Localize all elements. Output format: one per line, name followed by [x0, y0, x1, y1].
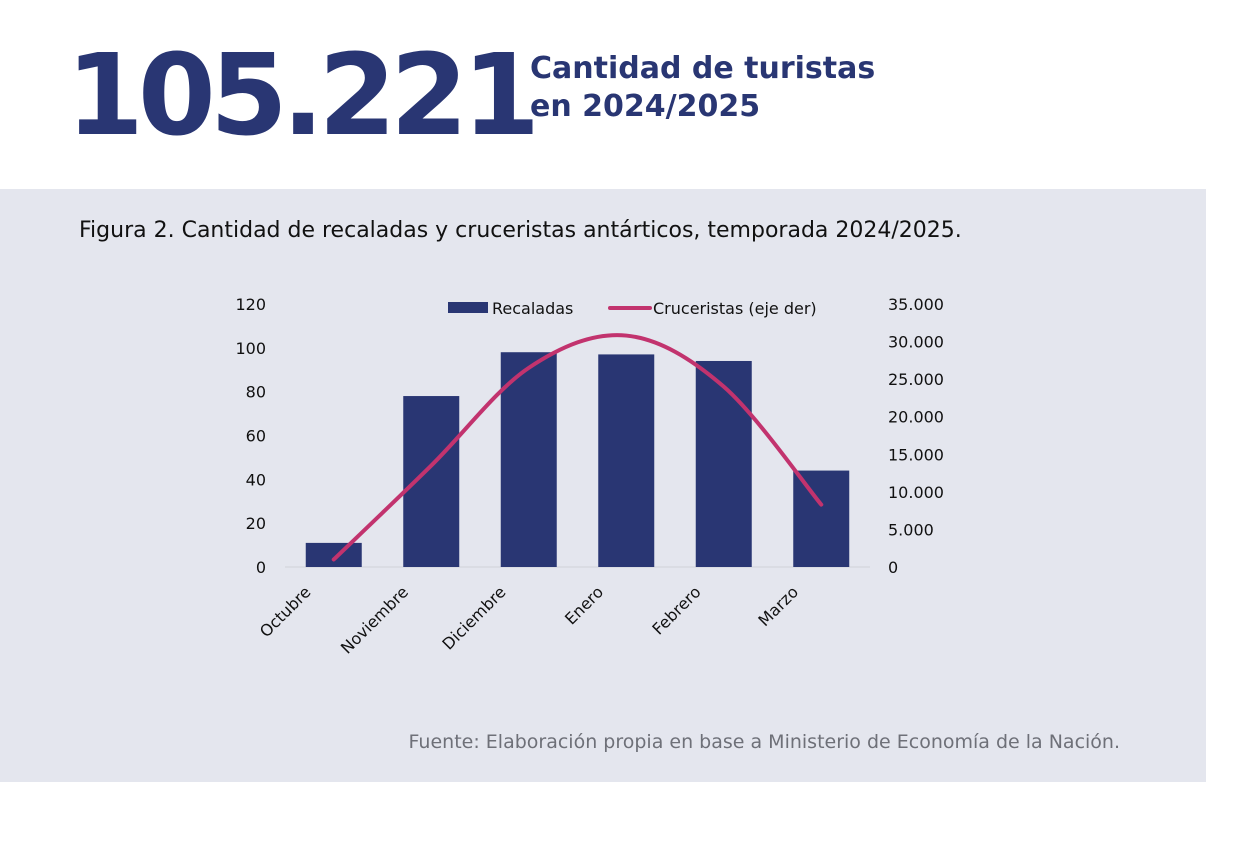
y-right-tick-label: 0 [888, 558, 898, 577]
y-left-tick-label: 80 [246, 383, 266, 402]
y-left-tick-label: 100 [235, 339, 266, 358]
line-cruceristas [331, 333, 824, 562]
total-tourists-caption: Cantidad de turistas en 2024/2025 [530, 50, 950, 126]
bar-recaladas [695, 360, 752, 567]
y-left-tick-label: 60 [246, 427, 266, 446]
headline: 105.221 Cantidad de turistas en 2024/202… [66, 30, 1166, 170]
y-left-tick-label: 0 [256, 558, 266, 577]
y-right-tick-label: 25.000 [888, 370, 944, 389]
x-category-label: Diciembre [438, 582, 509, 653]
figure-panel: Figura 2. Cantidad de recaladas y crucer… [0, 189, 1206, 782]
y-left-tick-label: 120 [235, 295, 266, 314]
caption-line-1: Cantidad de turistas [530, 51, 876, 86]
bar-recaladas [500, 352, 557, 567]
x-category-label: Octubre [256, 582, 315, 641]
figure-title: Figura 2. Cantidad de recaladas y crucer… [79, 218, 962, 243]
legend-swatch-recaladas [448, 302, 488, 313]
caption-line-2: en 2024/2025 [530, 89, 761, 124]
bar-recaladas [305, 542, 362, 567]
y-right-tick-label: 5.000 [888, 520, 934, 539]
x-category-label: Marzo [754, 582, 802, 630]
y-right-tick-label: 20.000 [888, 408, 944, 427]
y-right-tick-label: 30.000 [888, 333, 944, 352]
y-left-tick-label: 20 [246, 514, 266, 533]
y-right-tick-label: 15.000 [888, 445, 944, 464]
bar-recaladas [793, 470, 850, 567]
x-category-label: Enero [561, 582, 607, 628]
legend-label-recaladas: Recaladas [492, 299, 573, 318]
bar-recaladas [598, 354, 655, 567]
total-tourists-number: 105.221 [66, 31, 540, 161]
combo-chart: 0 20 40 60 80 100 120 0 5.000 10.000 15.000 20.000 2… [235, 295, 944, 658]
y-left-tick-label: 40 [246, 470, 266, 489]
bar-recaladas [403, 396, 460, 567]
x-category-label: Noviembre [337, 582, 412, 657]
figure-source: Fuente: Elaboración propia en base a Min… [408, 731, 1120, 753]
y-right-tick-label: 35.000 [888, 295, 944, 314]
x-category-label: Febrero [648, 582, 704, 638]
y-right-tick-label: 10.000 [888, 483, 944, 502]
legend-label-cruceristas: Cruceristas (eje der) [653, 299, 817, 318]
